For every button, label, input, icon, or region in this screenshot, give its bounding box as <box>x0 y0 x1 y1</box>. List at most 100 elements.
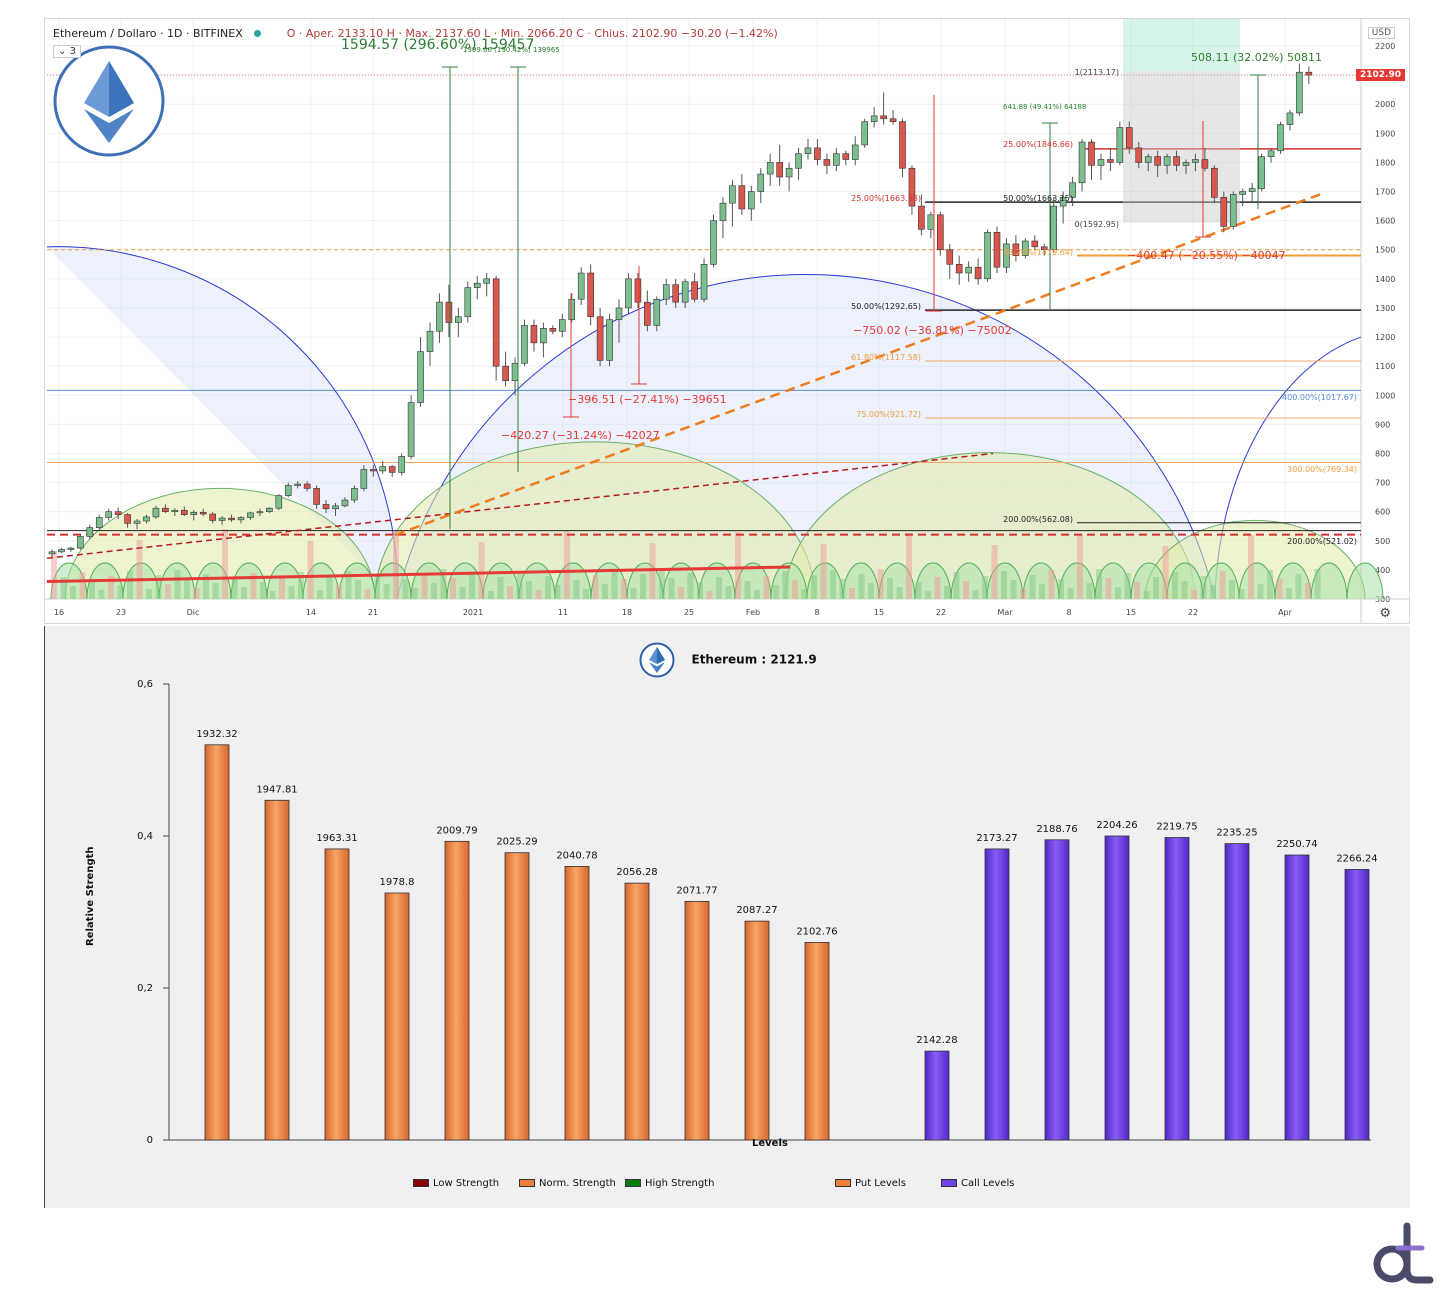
volume-bar <box>963 581 969 599</box>
legend-item: High Strength <box>625 1178 714 1189</box>
volume-bar <box>507 586 513 599</box>
fib-label: 400.00%(1017.67) <box>1282 393 1357 402</box>
bar-value-label: 2219.75 <box>1156 822 1197 833</box>
y-tick-label: 0 <box>147 1135 153 1146</box>
candle-body <box>984 231 991 280</box>
gear-icon[interactable]: ⚙ <box>1379 606 1391 621</box>
legend-item: Low Strength <box>413 1178 499 1189</box>
candle-body <box>218 517 226 521</box>
call-bar <box>1344 869 1370 1141</box>
candle-body <box>1211 167 1218 198</box>
symbol-label[interactable]: Ethereum / Dollaro · 1D · BITFINEX <box>53 27 243 40</box>
volume-bar <box>260 582 266 599</box>
volume-bar <box>279 577 285 599</box>
candle-body <box>1229 194 1237 227</box>
x-tick-label: 18 <box>622 608 632 617</box>
bar-value-label: 2173.27 <box>976 833 1017 844</box>
y-tick-label: 900 <box>1375 420 1390 429</box>
volume-bar <box>89 581 95 599</box>
volume-bar <box>763 576 770 599</box>
candle-body <box>851 144 859 160</box>
indicator-toggle-button[interactable]: ⌄ 3 <box>53 45 81 58</box>
volume-bar <box>402 579 409 599</box>
volume-bar <box>659 569 665 599</box>
y-tick-label: 1300 <box>1375 304 1395 313</box>
gain-label: 508.11 (32.02%) 50811 <box>1191 51 1322 64</box>
volume-bar <box>383 584 390 599</box>
candle-body <box>181 509 188 515</box>
candle-body <box>927 214 935 230</box>
volume-bar <box>317 590 323 599</box>
volume-bar <box>1096 569 1102 599</box>
volume-bar <box>1238 589 1245 599</box>
trendline <box>394 193 1321 537</box>
candle-body <box>540 328 547 344</box>
put-bar <box>264 799 290 1141</box>
legend-label: Low Strength <box>433 1178 500 1189</box>
chart-header: Ethereum / Dollaro · 1D · BITFINEX O · A… <box>53 27 778 40</box>
volume-bar <box>716 577 722 599</box>
price-chart-canvas[interactable]: 2200210020001900180017001600150014001300… <box>45 19 1410 624</box>
drop-label: −420.27 (−31.24%) −42027 <box>501 429 660 442</box>
fib-label: 38.20%(1479.64) <box>1003 248 1073 257</box>
put-bar <box>204 744 230 1141</box>
fib-label: 25.00%(1846.66) <box>1003 140 1073 149</box>
call-bar <box>984 848 1010 1141</box>
put-bar <box>804 941 830 1141</box>
last-price-tag: 2102.90 <box>1356 69 1405 81</box>
currency-badge[interactable]: USD <box>1367 27 1395 39</box>
candle-body <box>502 365 509 382</box>
candle-body <box>747 191 755 210</box>
candle-body <box>1305 71 1313 76</box>
candle-body <box>946 249 954 265</box>
volume-bar <box>630 588 637 599</box>
candle-body <box>653 298 661 326</box>
legend-label: Norm. Strength <box>539 1178 616 1189</box>
volume-bar <box>345 571 352 599</box>
bar-value-label: 2188.76 <box>1036 824 1077 835</box>
legend-item: Put Levels <box>835 1178 906 1189</box>
volume-bar <box>250 573 257 599</box>
volume-bar <box>830 570 836 599</box>
candle-body <box>549 328 557 332</box>
candle-body <box>1248 188 1256 192</box>
volume-bar <box>1010 580 1017 599</box>
trendline <box>46 565 791 584</box>
candle-body <box>152 507 160 518</box>
market-status-icon <box>254 30 262 37</box>
candle-body <box>1135 147 1143 163</box>
candle-body <box>1078 141 1086 184</box>
volume-bar <box>60 577 67 599</box>
price-chart-panel: 2200210020001900180017001600150014001300… <box>44 18 1410 624</box>
volume-bar <box>1314 569 1321 599</box>
candle-body <box>766 162 774 175</box>
bar-value-label: 1947.81 <box>256 784 297 795</box>
candle-body <box>1258 156 1265 189</box>
volume-bar <box>1001 571 1007 599</box>
candle-body <box>1050 205 1058 251</box>
candle-body <box>833 153 840 166</box>
volume-bar <box>108 576 114 599</box>
put-bar <box>444 840 470 1141</box>
candle-body <box>199 511 207 515</box>
volume-bar <box>906 533 912 599</box>
fib-zone <box>1123 71 1240 223</box>
volume-bar <box>298 572 304 599</box>
put-bar <box>624 882 650 1141</box>
legend-swatch <box>835 1179 851 1187</box>
gain-label: 1399.66 (190.42%) 139965 <box>463 46 560 54</box>
put-bar <box>324 848 350 1141</box>
volume-bar <box>687 573 694 599</box>
volume-bar <box>1267 570 1273 599</box>
candle-body <box>455 316 462 323</box>
x-tick-label: 11 <box>558 608 568 617</box>
volume-bar <box>896 587 903 599</box>
volume-bar <box>1162 546 1169 599</box>
volume-bar <box>801 589 808 599</box>
volume-bar <box>231 578 238 599</box>
candle-body <box>86 527 94 537</box>
candle-body <box>606 319 613 361</box>
candle-body <box>1040 246 1048 251</box>
volume-bar <box>155 575 162 599</box>
candle-body <box>1003 243 1010 268</box>
